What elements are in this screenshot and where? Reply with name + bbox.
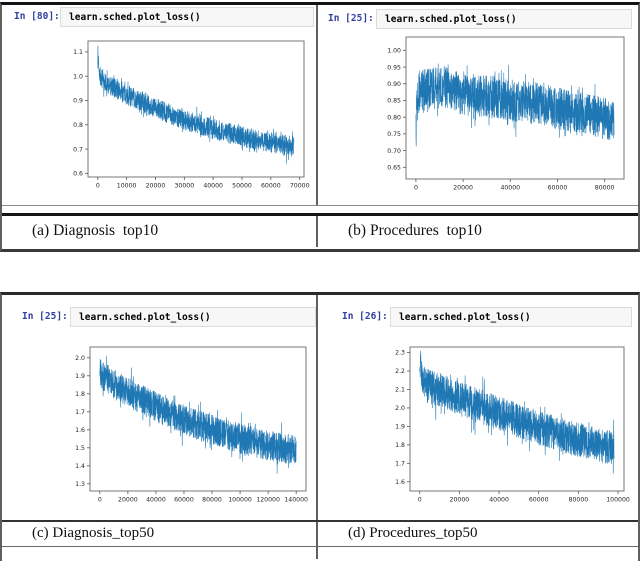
svg-text:1.00: 1.00 <box>387 48 401 55</box>
svg-text:2.3: 2.3 <box>395 350 405 357</box>
row-divider-gap <box>2 206 638 213</box>
svg-text:20000: 20000 <box>450 497 470 504</box>
input-prompt: In [25]: <box>328 13 374 24</box>
svg-text:1.4: 1.4 <box>75 463 85 470</box>
svg-text:120000: 120000 <box>256 497 280 504</box>
svg-text:100000: 100000 <box>606 497 630 504</box>
row-divider-thick <box>2 213 638 216</box>
row-divider-mid <box>2 520 638 522</box>
code-text: learn.sched.plot_loss() <box>399 312 531 323</box>
notebook-cell-b: In [25]: learn.sched.plot_loss() 0.65 0.7… <box>318 5 638 205</box>
code-text: learn.sched.plot_loss() <box>79 312 211 323</box>
svg-text:80000: 80000 <box>202 497 222 504</box>
svg-text:2.0: 2.0 <box>75 355 85 362</box>
svg-text:0: 0 <box>96 183 100 190</box>
code-text: learn.sched.plot_loss() <box>385 14 517 25</box>
svg-text:1.8: 1.8 <box>75 391 85 398</box>
loss-plot-c: 1.3 1.4 1.5 1.6 1.7 1.8 1.9 2.0 0 20000 40000 60000… <box>75 346 308 504</box>
svg-text:80000: 80000 <box>595 185 615 192</box>
notebook-cell-d: In [26]: learn.sched.plot_loss() 1.6 1.7 1… <box>318 295 638 520</box>
svg-text:100000: 100000 <box>228 497 252 504</box>
svg-text:0.95: 0.95 <box>387 64 401 71</box>
loss-plot-a: 0.6 0.7 0.8 0.9 1.0 1.1 0 10000 20000 30000 40000 5… <box>73 40 310 190</box>
image-row-top10: In [80]: learn.sched.plot_loss() 0.6 0.7 0… <box>2 5 638 205</box>
caption-d: (d) Procedures_top50 <box>348 525 478 541</box>
svg-text:10000: 10000 <box>117 183 137 190</box>
empty-row <box>2 547 638 559</box>
svg-text:0.7: 0.7 <box>73 146 83 153</box>
svg-text:20000: 20000 <box>453 185 473 192</box>
svg-text:2.2: 2.2 <box>395 368 405 375</box>
svg-text:1.8: 1.8 <box>395 442 405 449</box>
svg-text:2.0: 2.0 <box>395 405 405 412</box>
row-divider-low <box>2 546 638 547</box>
svg-text:0.9: 0.9 <box>73 98 83 105</box>
svg-text:1.7: 1.7 <box>395 461 405 468</box>
input-prompt: In [80]: <box>14 11 60 22</box>
row-divider-thin <box>2 205 638 206</box>
svg-text:1.9: 1.9 <box>75 373 85 380</box>
svg-text:1.3: 1.3 <box>75 481 85 488</box>
svg-text:1.6: 1.6 <box>75 427 85 434</box>
svg-text:140000: 140000 <box>284 497 308 504</box>
svg-text:0: 0 <box>418 497 422 504</box>
notebook-cell-a: In [80]: learn.sched.plot_loss() 0.6 0.7 0… <box>2 5 318 205</box>
svg-text:1.1: 1.1 <box>73 49 83 56</box>
svg-text:0: 0 <box>414 185 418 192</box>
table-top10: In [80]: learn.sched.plot_loss() 0.6 0.7 0… <box>0 2 640 252</box>
svg-text:0: 0 <box>98 497 102 504</box>
svg-text:30000: 30000 <box>174 183 194 190</box>
svg-text:1.6: 1.6 <box>395 479 405 486</box>
caption-a: (a) Diagnosis top10 <box>32 222 159 239</box>
svg-text:40000: 40000 <box>500 185 520 192</box>
caption-b: (b) Procedures top10 <box>348 222 482 239</box>
caption-row-top50: (c) Diagnosis_top50 (d) Procedures_top50 <box>2 522 638 546</box>
caption-row-top10: (a) Diagnosis top10 (b) Procedures top10 <box>2 216 638 247</box>
svg-text:60000: 60000 <box>174 497 194 504</box>
svg-text:50000: 50000 <box>232 183 252 190</box>
input-prompt: In [26]: <box>342 311 388 322</box>
code-input[interactable]: learn.sched.plot_loss() <box>70 307 316 327</box>
svg-text:0.6: 0.6 <box>73 171 83 178</box>
svg-text:0.90: 0.90 <box>387 81 401 88</box>
svg-text:0.85: 0.85 <box>387 98 401 105</box>
notebook-cell-c: In [25]: learn.sched.plot_loss() 1.3 1.4 1… <box>2 295 318 520</box>
code-input[interactable]: learn.sched.plot_loss() <box>376 9 632 29</box>
svg-text:20000: 20000 <box>118 497 138 504</box>
loss-plot-b: 0.65 0.70 0.75 0.80 0.85 0.90 0.95 1.00 0 20000 40… <box>387 36 625 192</box>
loss-plot-d: 1.6 1.7 1.8 1.9 2.0 2.1 2.2 2.3 0 20000 40000 60000… <box>395 346 630 504</box>
svg-text:60000: 60000 <box>261 183 281 190</box>
svg-text:40000: 40000 <box>203 183 223 190</box>
code-input[interactable]: learn.sched.plot_loss() <box>60 7 314 27</box>
svg-text:1.0: 1.0 <box>73 73 83 80</box>
svg-text:20000: 20000 <box>146 183 166 190</box>
svg-text:0.75: 0.75 <box>387 131 401 138</box>
caption-c: (c) Diagnosis_top50 <box>32 525 155 541</box>
svg-text:1.5: 1.5 <box>75 445 85 452</box>
code-input[interactable]: learn.sched.plot_loss() <box>390 307 632 327</box>
image-row-top50: In [25]: learn.sched.plot_loss() 1.3 1.4 1… <box>2 295 638 520</box>
code-text: learn.sched.plot_loss() <box>69 12 201 23</box>
svg-text:1.7: 1.7 <box>75 409 85 416</box>
svg-text:1.9: 1.9 <box>395 424 405 431</box>
svg-text:40000: 40000 <box>146 497 166 504</box>
input-prompt: In [25]: <box>22 311 68 322</box>
svg-text:40000: 40000 <box>489 497 509 504</box>
svg-text:0.8: 0.8 <box>73 122 83 129</box>
table-top50: In [25]: learn.sched.plot_loss() 1.3 1.4 1… <box>0 292 640 561</box>
svg-text:70000: 70000 <box>290 183 310 190</box>
svg-text:60000: 60000 <box>548 185 568 192</box>
svg-text:0.65: 0.65 <box>387 165 401 172</box>
svg-text:80000: 80000 <box>569 497 589 504</box>
svg-text:0.70: 0.70 <box>387 148 401 155</box>
svg-text:60000: 60000 <box>529 497 549 504</box>
svg-text:0.80: 0.80 <box>387 114 401 121</box>
svg-text:2.1: 2.1 <box>395 387 405 394</box>
